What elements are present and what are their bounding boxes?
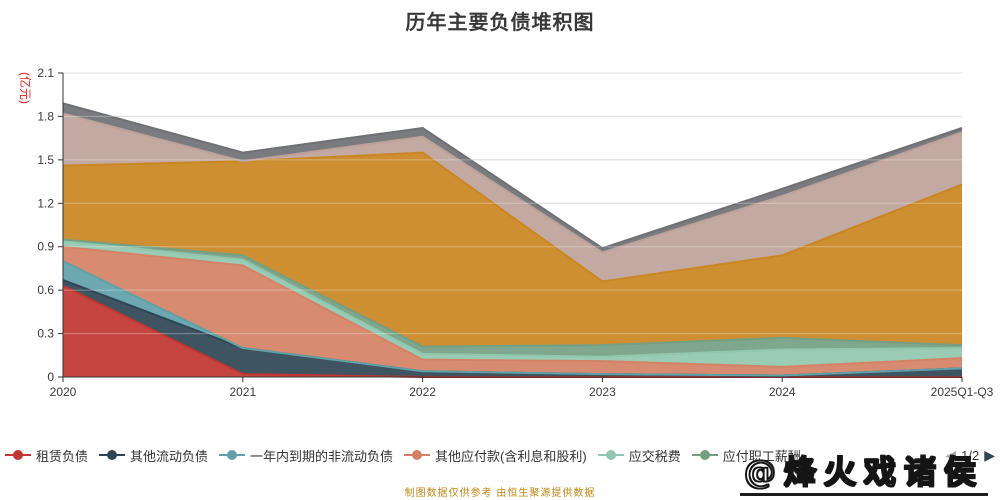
legend-prev-icon[interactable]: ◀ xyxy=(945,447,957,463)
legend-line-circle-icon xyxy=(597,449,624,461)
legend-page-indicator: 1/2 xyxy=(961,447,980,463)
x-tick-label: 2024 xyxy=(769,385,796,399)
line-series-7 xyxy=(62,151,963,283)
legend-label: 应交税费 xyxy=(628,448,681,464)
legend: 租赁负债 其他流动负债 一年内到期的非流动负债 其他应付款(含利息和股利) 应交税费 应付… xyxy=(5,445,995,465)
x-tick-label: 2023 xyxy=(589,385,616,399)
legend-next-icon[interactable]: ▶ xyxy=(984,447,995,463)
area-series-4 xyxy=(63,246,962,376)
y-tick-label: 1.5 xyxy=(37,153,54,167)
legend-line-circle-icon xyxy=(404,449,431,461)
line-series-8 xyxy=(62,112,963,254)
line-series-5 xyxy=(62,239,963,358)
legend-label: 其他流动负债 xyxy=(130,448,209,464)
legend-line-circle-icon xyxy=(5,449,31,461)
area-series-6 xyxy=(63,239,962,357)
legend-label: 应付职工薪酬 xyxy=(722,448,801,464)
chart-title: 历年主要负债堆积图 xyxy=(405,12,595,34)
legend-item[interactable]: 其他流动负债 xyxy=(99,446,208,465)
line-series-9 xyxy=(62,102,963,250)
y-tick-label: 0.3 xyxy=(37,327,54,341)
legend-item[interactable]: 应交税费 xyxy=(597,446,681,465)
line-series-6 xyxy=(62,238,963,348)
legend-label: 一年内到期的非流动负债 xyxy=(250,448,394,464)
area-series-1 xyxy=(63,285,962,377)
line-series-3 xyxy=(62,260,963,377)
legend-item[interactable]: 其他应付款(含利息和股利) xyxy=(404,446,587,465)
legend-label: 租赁负债 xyxy=(36,448,89,464)
y-tick-label: 2.1 xyxy=(37,66,54,80)
y-tick-label: 0.6 xyxy=(37,283,54,297)
y-tick-label: 0 xyxy=(47,370,54,384)
y-tick-label: 1.2 xyxy=(37,196,54,210)
watermark: @烽火戏诸侯 xyxy=(739,452,988,496)
y-tick-label: 0.9 xyxy=(37,240,54,254)
y-tick-label: 1.8 xyxy=(37,109,54,123)
x-tick-label: 2022 xyxy=(409,385,436,399)
legend-line-circle-icon xyxy=(691,449,718,461)
stacked-area-plot: 0 0.3 0.6 0.9 1.2 1.5 1.8 2.1 2020 2021 2022 2023 20… xyxy=(37,66,994,399)
legend-item[interactable]: 租赁负债 xyxy=(5,446,88,465)
legend-line-circle-icon xyxy=(219,449,246,461)
legend-pager: ◀ 1/2 ▶ xyxy=(945,448,995,463)
legend-item[interactable]: 一年内到期的非流动负债 xyxy=(219,446,393,465)
legend-line-circle-icon xyxy=(99,449,126,461)
x-tick-label: 2025Q1-Q3 xyxy=(931,385,994,399)
data-source-note: 制图数据仅供参考 由恒生聚源提供数据 xyxy=(404,488,596,499)
area-series-5 xyxy=(63,240,962,367)
x-tick-label: 2020 xyxy=(50,385,77,399)
legend-item[interactable]: 应付职工薪酬 xyxy=(691,446,801,465)
area-series-7 xyxy=(63,152,962,347)
legend-label: 其他应付款(含利息和股利) xyxy=(435,448,587,464)
legend-items: 租赁负债 其他流动负债 一年内到期的非流动负债 其他应付款(含利息和股利) 应交税费 应付… xyxy=(5,446,801,465)
line-series-4 xyxy=(62,245,963,368)
x-tick-label: 2021 xyxy=(229,385,256,399)
